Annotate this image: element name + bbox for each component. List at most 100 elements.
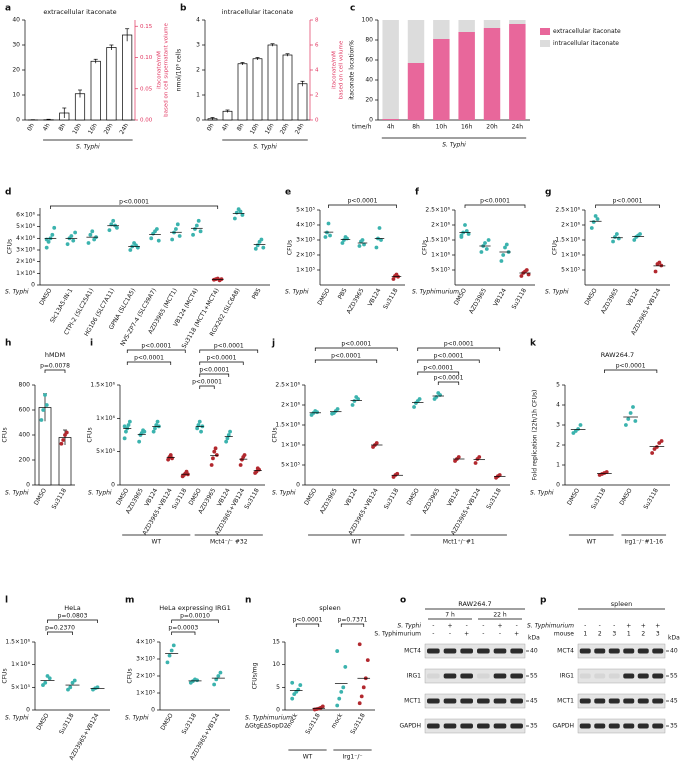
data-point (589, 226, 594, 230)
data-point (632, 238, 637, 242)
x-tick-label: Su3118 (642, 487, 660, 510)
x-tick-label: Su3118 (349, 712, 367, 735)
x-tick-label: DMSO (406, 487, 421, 507)
y-axis-label: CFUs (87, 427, 94, 442)
bar-segment (382, 119, 399, 120)
band-label: IRG1 (407, 673, 422, 680)
x-prefix: S. Typhi (5, 289, 29, 296)
y-tick-label: 1.5×10⁶ (555, 237, 580, 244)
bar-segment (382, 20, 399, 119)
data-point (659, 263, 664, 268)
y-tick-label: 4×10⁵ (296, 222, 315, 229)
data-point (177, 234, 182, 238)
blot-band (637, 698, 649, 704)
panel-title: hMDM (45, 351, 65, 359)
y-tick-label: 2×10⁵ (136, 673, 155, 680)
data-point (473, 461, 478, 465)
x-tick-label: 10h (436, 124, 448, 131)
data-point (167, 653, 172, 658)
x-tick-label: DMSO (566, 487, 581, 507)
data-point (501, 253, 506, 257)
condition-mark: - (584, 623, 586, 630)
panel-letter: l (5, 596, 8, 606)
condition-mark: + (447, 623, 452, 630)
data-point (296, 687, 301, 692)
y-tick-label: 3×10⁵ (296, 237, 315, 244)
data-point (196, 423, 201, 427)
significance-bracket (199, 361, 244, 365)
bar-segment (458, 20, 475, 32)
y-axis-label: CFUs/mg (252, 662, 259, 689)
data-point (197, 419, 202, 424)
data-point (211, 456, 215, 461)
data-point (44, 403, 49, 407)
x-tick-label: PBS (337, 287, 349, 301)
y-tick-label: 1×10⁶ (431, 252, 450, 259)
condition-mark: - (613, 623, 615, 630)
data-point (466, 232, 471, 236)
y-tick-label: 1×10⁶ (11, 661, 30, 668)
condition-mark: 1 (583, 631, 587, 638)
y-axis-label: itaconate location% (349, 40, 356, 100)
data-point (343, 665, 348, 669)
y-tick-label: 5×10⁵ (96, 448, 115, 455)
data-point (225, 436, 230, 441)
blot-band (623, 723, 635, 729)
x-tick-label: DMSO (583, 287, 598, 307)
band-label: IRG1 (560, 673, 575, 680)
x-tick-label: Su3118 (MCT1+MCT4) (181, 287, 221, 350)
data-point (325, 230, 329, 235)
x-tick-label: Su3118 (590, 487, 608, 510)
y-tick-label: 2×10⁶ (281, 402, 300, 409)
panel-letter: i (90, 339, 93, 349)
bar-segment (433, 20, 450, 39)
significance-bracket (199, 349, 259, 353)
data-point (44, 245, 49, 250)
blot-band (477, 698, 490, 704)
data-point (216, 674, 221, 678)
y-tick-label: 0 (26, 482, 30, 489)
blot-band (594, 648, 606, 654)
panel-letter: e (285, 188, 291, 198)
x-tick-label: DMSO (35, 712, 50, 732)
data-point (198, 229, 203, 234)
data-point (624, 423, 628, 427)
y-tick-label: 2.5×10⁶ (555, 207, 580, 214)
data-point (484, 247, 489, 251)
blot-band (608, 698, 620, 704)
x-tick-label: AZD3965+VB124 (141, 487, 174, 536)
x-tick-label: Su3118 (382, 287, 400, 310)
blot-title: spleen (611, 600, 632, 608)
data-point (459, 233, 464, 238)
data-point (196, 218, 201, 223)
y-tick-label: 5×10⁶ (16, 223, 35, 230)
x-tick-label: AZD3965 (421, 487, 441, 515)
x-tick-label: 8h (57, 122, 67, 132)
data-point (122, 436, 127, 441)
y-tick-label: 1 (196, 92, 200, 99)
data-point (654, 445, 659, 449)
condition-mark: - (482, 631, 484, 638)
y2-axis-label: based on cell supernatant volume (164, 23, 170, 117)
x-tick-label: DMSO (316, 287, 331, 307)
panel-letter: f (415, 188, 419, 198)
data-point (47, 676, 52, 681)
x-tick-label: 20h (103, 122, 115, 136)
data-point (290, 680, 295, 685)
blot-band (652, 648, 664, 654)
x-prefix: S. Typhi (5, 490, 29, 497)
y-tick-label: 20 (365, 97, 373, 104)
data-point (653, 269, 658, 274)
panel-letter: d (5, 188, 11, 198)
data-point (69, 234, 74, 238)
significance-bracket (47, 631, 73, 635)
data-point (504, 242, 509, 247)
bar (90, 60, 101, 121)
data-point (72, 678, 77, 683)
data-point (59, 441, 64, 446)
blot-band (477, 723, 490, 729)
bar (282, 54, 293, 121)
p-value: p=0.0010 (180, 613, 210, 620)
panel-title: spleen (319, 604, 340, 612)
